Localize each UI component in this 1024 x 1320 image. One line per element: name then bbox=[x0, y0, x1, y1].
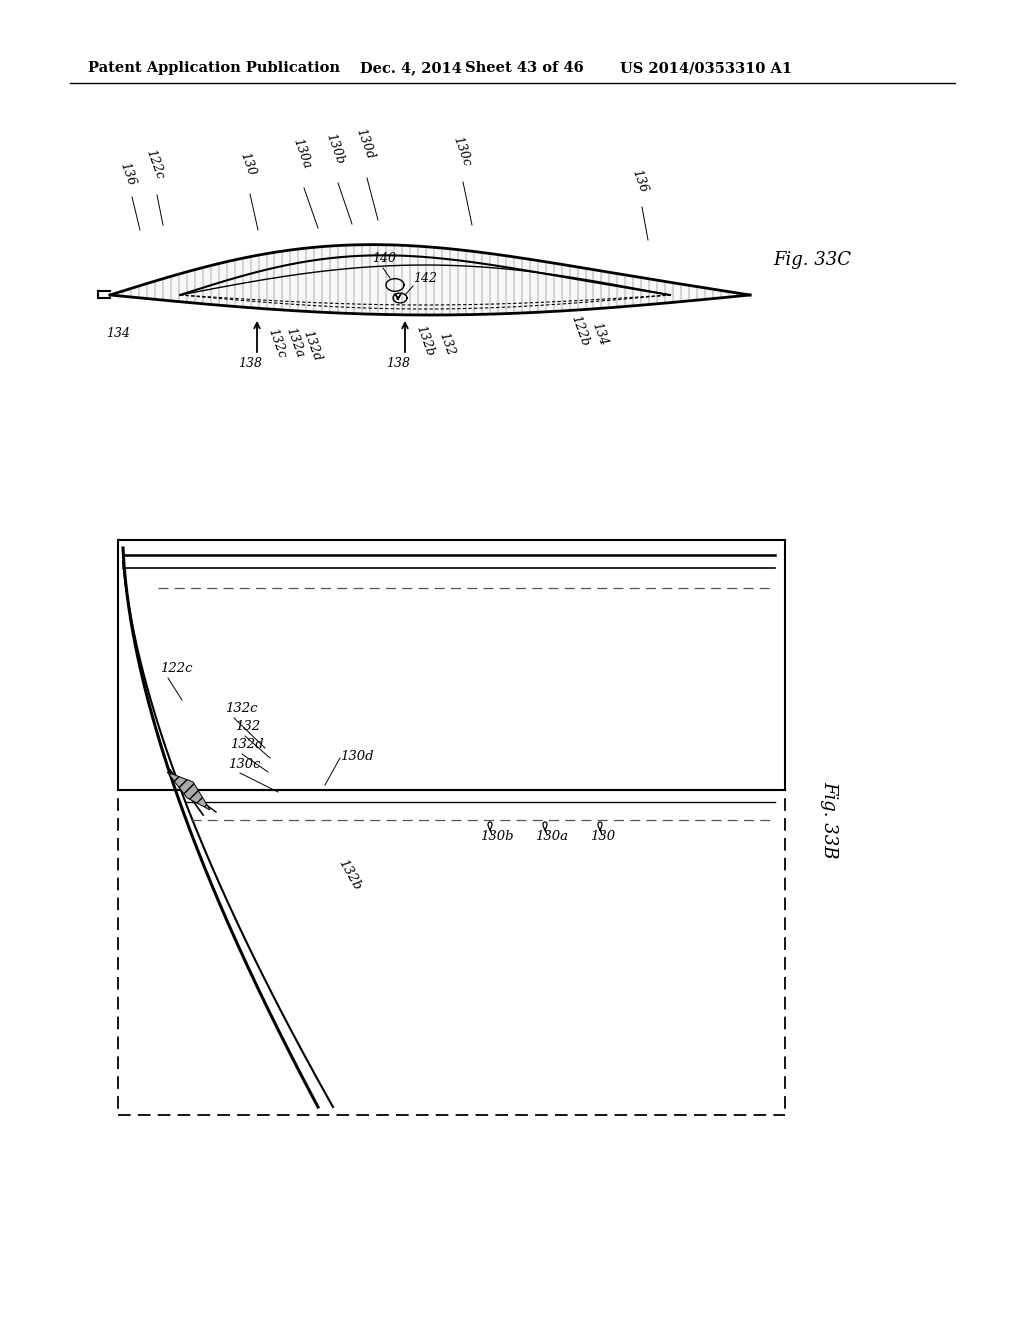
Text: 132d: 132d bbox=[300, 329, 324, 363]
Text: Fig. 33C: Fig. 33C bbox=[773, 251, 851, 269]
Polygon shape bbox=[98, 292, 110, 297]
Text: Fig. 33B: Fig. 33B bbox=[820, 781, 838, 859]
Text: 130c: 130c bbox=[451, 135, 473, 168]
Text: 132: 132 bbox=[437, 331, 457, 358]
Text: 130b: 130b bbox=[324, 132, 346, 166]
Text: 132b: 132b bbox=[335, 858, 364, 894]
Text: 130: 130 bbox=[590, 830, 615, 843]
Polygon shape bbox=[110, 244, 750, 315]
Text: 130a: 130a bbox=[535, 830, 568, 843]
Text: 130a: 130a bbox=[291, 137, 313, 172]
Polygon shape bbox=[167, 772, 210, 810]
Polygon shape bbox=[110, 244, 750, 315]
Text: 122b: 122b bbox=[568, 313, 592, 348]
Text: 134: 134 bbox=[106, 327, 130, 341]
Text: 122c: 122c bbox=[160, 663, 193, 675]
Text: 142: 142 bbox=[413, 272, 437, 285]
Text: 132: 132 bbox=[234, 719, 260, 733]
Text: 130d: 130d bbox=[353, 127, 377, 161]
Text: 132d: 132d bbox=[230, 738, 263, 751]
Text: US 2014/0353310 A1: US 2014/0353310 A1 bbox=[620, 61, 793, 75]
Text: 132a: 132a bbox=[284, 326, 306, 360]
Text: 136: 136 bbox=[630, 168, 650, 195]
Text: 132b: 132b bbox=[414, 323, 436, 358]
Text: 130b: 130b bbox=[480, 830, 514, 843]
Text: 138: 138 bbox=[238, 356, 262, 370]
Text: Sheet 43 of 46: Sheet 43 of 46 bbox=[465, 61, 584, 75]
Text: 132c: 132c bbox=[265, 326, 289, 360]
Text: 130: 130 bbox=[238, 150, 258, 178]
Text: 122c: 122c bbox=[143, 148, 167, 181]
Text: 136: 136 bbox=[118, 161, 138, 187]
Text: 134: 134 bbox=[590, 321, 610, 348]
Text: Dec. 4, 2014: Dec. 4, 2014 bbox=[360, 61, 462, 75]
Text: 140: 140 bbox=[372, 252, 396, 265]
Text: 130d: 130d bbox=[340, 750, 374, 763]
Text: Patent Application Publication: Patent Application Publication bbox=[88, 61, 340, 75]
Text: 132c: 132c bbox=[225, 702, 257, 715]
Text: 130c: 130c bbox=[228, 758, 260, 771]
Text: 138: 138 bbox=[386, 356, 410, 370]
